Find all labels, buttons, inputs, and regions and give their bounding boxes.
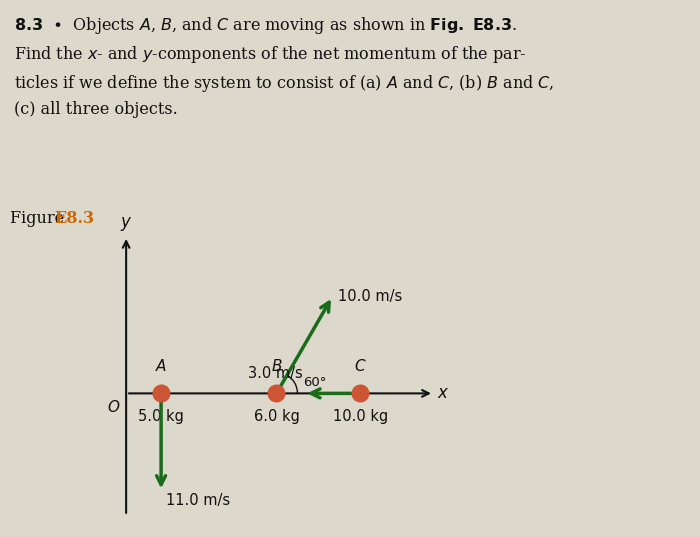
Text: $x$: $x$ — [438, 384, 450, 402]
Text: $\mathbf{8.3}$  $\bullet$  Objects $A$, $B$, and $C$ are moving as shown in $\ma: $\mathbf{8.3}$ $\bullet$ Objects $A$, $B… — [14, 14, 554, 118]
Text: 11.0 m/s: 11.0 m/s — [167, 493, 230, 508]
Text: 10.0 m/s: 10.0 m/s — [337, 289, 402, 304]
Text: $A$: $A$ — [155, 358, 167, 374]
Text: E8.3: E8.3 — [55, 210, 94, 227]
Text: 3.0 m/s: 3.0 m/s — [248, 366, 302, 381]
Text: $y$: $y$ — [120, 215, 132, 233]
Text: Figure: Figure — [10, 210, 70, 227]
Text: 10.0 kg: 10.0 kg — [332, 409, 388, 424]
Text: 60°: 60° — [302, 376, 326, 389]
Text: $C$: $C$ — [354, 358, 367, 374]
Text: 6.0 kg: 6.0 kg — [253, 409, 300, 424]
Text: 5.0 kg: 5.0 kg — [138, 409, 184, 424]
Text: $B$: $B$ — [271, 358, 282, 374]
Text: $O$: $O$ — [108, 398, 121, 415]
